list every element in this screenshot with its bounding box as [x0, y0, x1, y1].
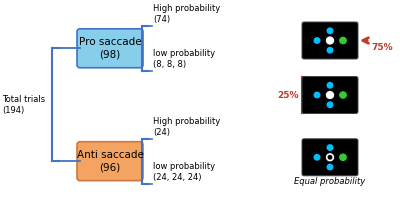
Text: Total trials
(194): Total trials (194) — [2, 95, 45, 115]
Text: low probability
(24, 24, 24): low probability (24, 24, 24) — [153, 162, 215, 182]
Circle shape — [340, 92, 346, 98]
FancyBboxPatch shape — [302, 22, 358, 59]
Text: High probability
(74): High probability (74) — [153, 4, 220, 24]
Circle shape — [314, 155, 320, 160]
Circle shape — [327, 28, 333, 33]
Text: Anti saccade
(96): Anti saccade (96) — [76, 150, 144, 172]
Text: Equal probability: Equal probability — [294, 177, 366, 186]
FancyBboxPatch shape — [302, 76, 358, 113]
Text: 25%: 25% — [278, 91, 299, 100]
Circle shape — [327, 48, 333, 53]
Circle shape — [327, 102, 333, 108]
Circle shape — [340, 154, 346, 160]
Circle shape — [314, 38, 320, 43]
Circle shape — [314, 92, 320, 98]
Text: 75%: 75% — [371, 43, 393, 52]
Circle shape — [328, 156, 332, 159]
Circle shape — [326, 37, 334, 44]
Circle shape — [340, 37, 346, 44]
Circle shape — [327, 145, 333, 150]
FancyBboxPatch shape — [77, 142, 143, 181]
Circle shape — [326, 92, 334, 98]
FancyBboxPatch shape — [302, 139, 358, 176]
Text: High probability
(24): High probability (24) — [153, 117, 220, 137]
Text: Pro saccade
(98): Pro saccade (98) — [79, 37, 141, 60]
FancyBboxPatch shape — [77, 29, 143, 68]
Circle shape — [327, 164, 333, 170]
Circle shape — [326, 154, 334, 161]
Circle shape — [327, 83, 333, 88]
Text: low probability
(8, 8, 8): low probability (8, 8, 8) — [153, 49, 215, 69]
